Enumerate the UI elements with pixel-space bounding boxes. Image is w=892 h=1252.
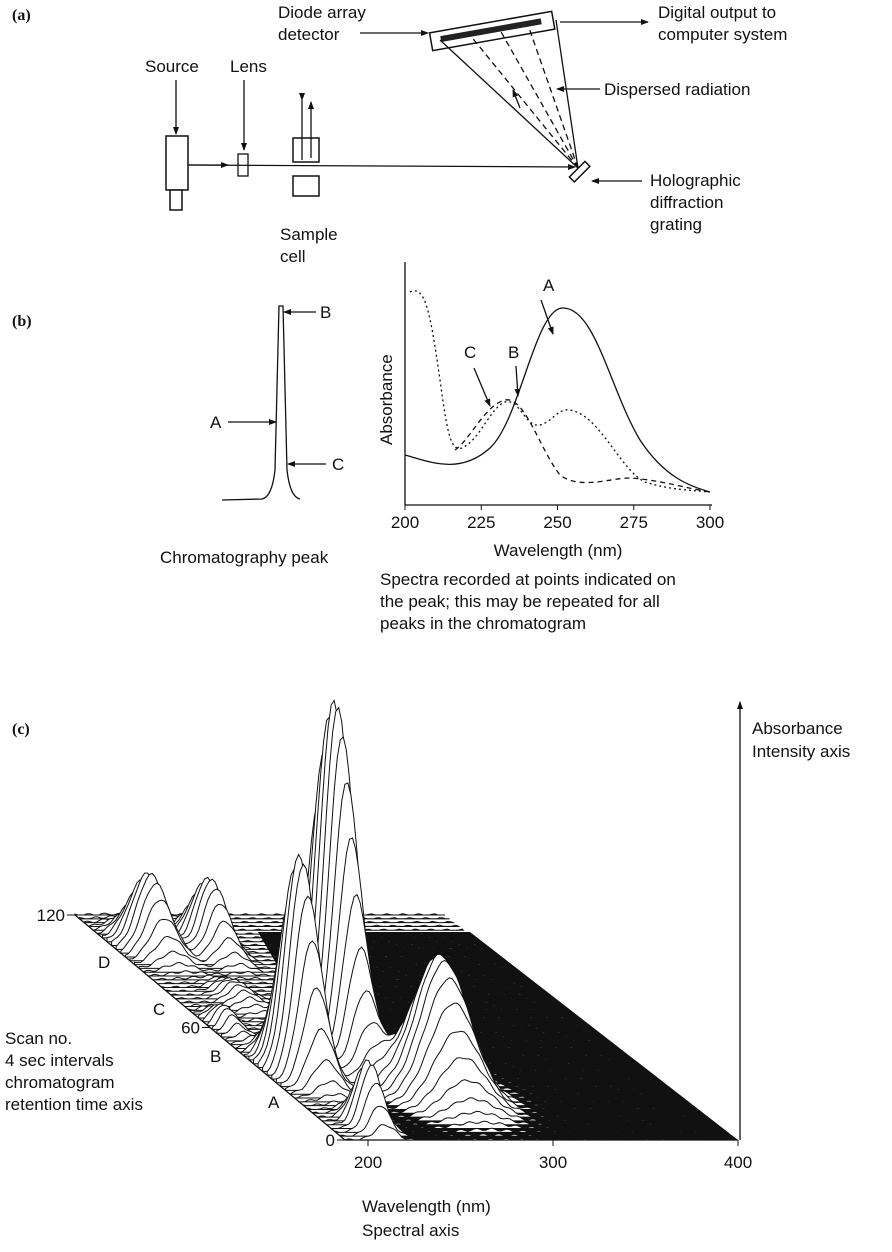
scan-tick-label: 60 [181, 1019, 200, 1038]
cell-top [292, 137, 320, 163]
label: Source [145, 57, 199, 76]
spectrum-a [404, 307, 711, 493]
label: cell [280, 247, 306, 266]
panel-label: (c) [12, 721, 30, 738]
panel-c: (c) Absorbance Intensity axis A B C D Sc… [5, 699, 850, 1240]
x-tick-label: 300 [696, 513, 724, 532]
source-lamp [165, 135, 189, 191]
caption: the peak; this may be repeated for all [380, 592, 660, 611]
ray [469, 34, 579, 169]
axis-title: Wavelength (nm) [362, 1197, 491, 1216]
axis-title: chromatogram [5, 1073, 115, 1092]
spectrum-c [454, 399, 711, 493]
label: detector [278, 25, 340, 44]
spectrum-b [409, 290, 711, 493]
ray [555, 19, 579, 169]
label: Lens [230, 57, 267, 76]
arrow [512, 89, 521, 109]
label: Sample [280, 225, 338, 244]
ray [499, 29, 579, 169]
axis-title: Wavelength (nm) [494, 541, 623, 560]
ray [527, 24, 579, 169]
label: diffraction [650, 193, 723, 212]
beam [187, 163, 576, 170]
label: Dispersed radiation [604, 80, 750, 99]
x-tick-label: 275 [620, 513, 648, 532]
chromatography-peak [221, 305, 301, 501]
scan-letter: C [153, 1000, 165, 1019]
x-tick-label: 200 [391, 513, 419, 532]
x-tick-label: 225 [467, 513, 495, 532]
arrow [514, 365, 521, 397]
caption: Spectra recorded at points indicated on [380, 570, 676, 589]
panel-a: (a) Diode array detector Digital output … [12, 3, 787, 266]
label: computer system [658, 25, 787, 44]
x-tick-label: 200 [354, 1153, 382, 1172]
axis-title: Scan no. [5, 1029, 72, 1048]
panel-b: (b) A B C Chromatography peak Absorbance… [12, 262, 724, 633]
label: Holographic [650, 171, 741, 190]
axis-title: Intensity axis [752, 742, 850, 761]
axis-title: Absorbance [752, 719, 843, 738]
scan-letter: D [98, 953, 110, 972]
scan-letter: A [268, 1093, 280, 1112]
label: Diode array [278, 3, 366, 22]
caption: peaks in the chromatogram [380, 614, 586, 633]
detector [428, 10, 556, 52]
source-base [169, 189, 183, 211]
x-tick-label: 300 [539, 1153, 567, 1172]
peak-label: C [332, 455, 344, 474]
axis-title: Spectral axis [362, 1221, 459, 1240]
cell-bottom [292, 175, 320, 197]
arrow [473, 367, 491, 407]
x-tick-label: 250 [543, 513, 571, 532]
ray [439, 39, 579, 169]
label: Digital output to [658, 3, 776, 22]
sample-cell [292, 93, 320, 197]
scan-tick-label: 0 [326, 1131, 335, 1150]
panel-label: (b) [12, 313, 32, 330]
peak-label: A [210, 413, 222, 432]
caption: Chromatography peak [160, 548, 329, 567]
diode-array [440, 18, 542, 42]
curve-label: A [543, 276, 555, 295]
axis-title: retention time axis [5, 1095, 143, 1114]
grating [568, 160, 591, 183]
label: grating [650, 215, 702, 234]
curve-label: C [464, 343, 476, 362]
scan-tick-label: 120 [37, 906, 65, 925]
axis-title: Absorbance [377, 354, 396, 445]
x-tick-label: 400 [724, 1153, 752, 1172]
arrow [540, 299, 554, 335]
axis-title: 4 sec intervals [5, 1051, 114, 1070]
peak-label: B [320, 303, 331, 322]
curve-label: B [508, 343, 519, 362]
waterfall [74, 699, 716, 1141]
panel-label: (a) [12, 7, 31, 24]
scan-letter: B [210, 1047, 221, 1066]
